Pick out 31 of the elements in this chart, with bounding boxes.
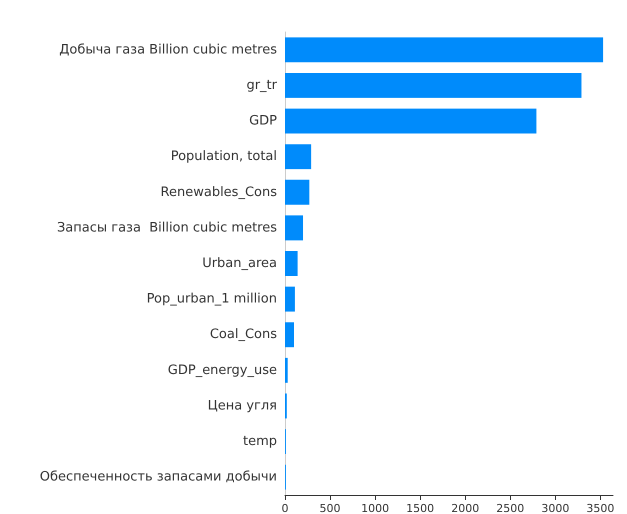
x-tick-label: 1000 [361, 502, 390, 514]
bar [285, 215, 304, 240]
y-tick-label: Добыча газа Billion cubic metres [59, 42, 278, 58]
x-tick-label: 2500 [496, 502, 524, 514]
y-tick-label: Обеспеченность запасами добычи [40, 470, 277, 485]
y-tick-label: Цена угля [208, 398, 277, 414]
y-tick-label: temp [242, 434, 277, 450]
y-tick-label: Pop_urban_1 million [146, 292, 277, 307]
y-tick-label: GDP_energy_use [168, 362, 277, 378]
bar [285, 108, 536, 134]
x-tick-label: 2000 [451, 502, 480, 514]
bar [285, 144, 312, 170]
y-tick-label: Population, total [170, 149, 277, 164]
bar [285, 37, 604, 62]
bar [285, 180, 310, 205]
x-tick-label: 3000 [541, 502, 570, 514]
x-tick-label: 0 [282, 502, 288, 514]
bar [285, 358, 288, 383]
y-tick-label: gr_tr [246, 78, 278, 93]
x-tick-label: 1500 [406, 502, 434, 514]
x-tick-label: 500 [320, 502, 341, 514]
bar [285, 72, 582, 98]
y-tick-label: GDP [249, 114, 278, 129]
x-tick-label: 3500 [586, 502, 614, 514]
bar [285, 251, 298, 276]
y-tick-label: Renewables_Cons [160, 184, 278, 200]
y-tick-label: Urban_area [202, 256, 277, 271]
bar [285, 322, 294, 348]
bar [285, 286, 295, 312]
y-tick-label: Запасы газа Billion cubic metres [56, 220, 278, 236]
y-tick-label: Coal_Cons [210, 327, 278, 342]
